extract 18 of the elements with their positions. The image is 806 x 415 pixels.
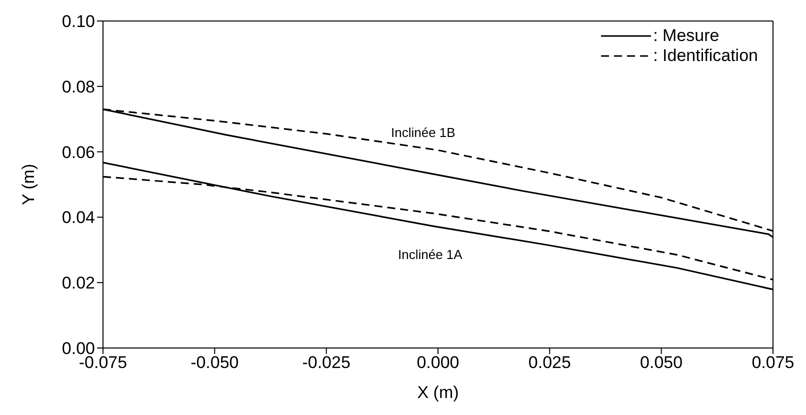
- legend-label: : Identification: [653, 46, 758, 66]
- legend-label: : Mesure: [653, 26, 720, 46]
- annotation: Inclinée 1B: [391, 125, 456, 140]
- y-tick-label: 0.06: [62, 142, 95, 162]
- y-tick-label: 0.08: [62, 77, 95, 96]
- x-tick-label: -0.050: [190, 353, 239, 372]
- x-tick-label: -0.075: [78, 353, 128, 372]
- x-tick-label: 0.050: [640, 353, 683, 372]
- y-axis-title: Y (m): [19, 164, 38, 206]
- x-tick-label: -0.025: [302, 353, 350, 372]
- y-tick-label: 0.04: [62, 208, 95, 228]
- x-tick-label: 0.025: [528, 353, 571, 372]
- x-tick-label: 0.075: [752, 353, 794, 372]
- x-axis-title: X (m): [417, 383, 459, 402]
- y-tick-label: 0.10: [62, 12, 95, 32]
- y-tick-label: 0.02: [62, 274, 95, 293]
- annotation: Inclinée 1A: [398, 247, 462, 262]
- x-tick-label: 0.000: [416, 353, 460, 372]
